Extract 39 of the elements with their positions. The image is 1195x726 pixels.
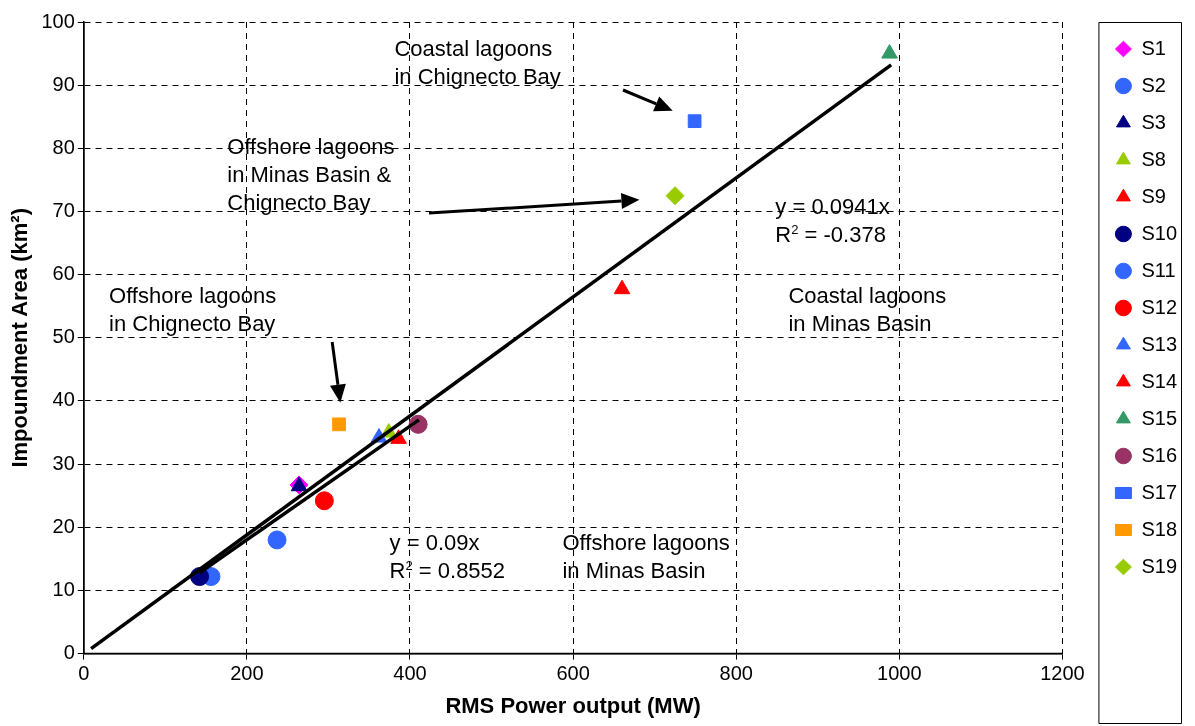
- y-tick-label: 10: [52, 577, 75, 600]
- legend-label: S17: [1141, 480, 1178, 503]
- legend-label: S15: [1141, 406, 1178, 429]
- legend-label: S8: [1141, 147, 1166, 170]
- y-tick-label: 90: [52, 72, 75, 95]
- annotation: Offshore lagoons in Minas Basin & Chignecto Bay: [227, 132, 395, 217]
- y-axis-title: Impoundment Area (km²): [7, 208, 33, 468]
- y-tick-label: 70: [52, 199, 75, 221]
- x-tick-label: 0: [78, 662, 90, 685]
- legend-label: S19: [1141, 554, 1178, 577]
- legend-label: S16: [1141, 443, 1178, 466]
- legend-label: S11: [1141, 258, 1176, 281]
- legend-label: S3: [1141, 110, 1166, 133]
- legend-label: S10: [1141, 221, 1178, 244]
- x-tick-label: 600: [556, 662, 590, 685]
- x-tick-label: 800: [719, 662, 753, 685]
- x-tick-label: 1200: [1040, 662, 1085, 685]
- y-tick-label: 0: [63, 641, 75, 664]
- x-tick-label: 400: [393, 662, 427, 685]
- x-axis-title: RMS Power output (MW): [445, 692, 701, 718]
- annotation: Offshore lagoons in Chignecto Bay: [109, 282, 277, 339]
- x-tick-label: 1000: [877, 662, 922, 685]
- y-tick-label: 80: [52, 135, 75, 158]
- x-tick-label: 200: [230, 662, 264, 685]
- legend-label: S2: [1141, 73, 1166, 96]
- legend-label: S14: [1141, 369, 1178, 392]
- y-tick-label: 20: [52, 514, 75, 537]
- legend-label: S12: [1141, 295, 1178, 318]
- legend-label: S18: [1141, 517, 1178, 540]
- legend-label: S1: [1141, 36, 1166, 59]
- y-tick-label: 100: [41, 9, 75, 32]
- annotation: Coastal lagoons in Minas Basin: [788, 282, 947, 339]
- legend-label: S9: [1141, 184, 1166, 207]
- y-tick-label: 30: [52, 451, 75, 474]
- legend-label: S13: [1141, 332, 1178, 355]
- annotation: Offshore lagoons in Minas Basin: [562, 529, 730, 586]
- y-tick-label: 60: [52, 262, 75, 285]
- y-tick-label: 40: [52, 388, 75, 411]
- y-tick-label: 50: [52, 325, 75, 348]
